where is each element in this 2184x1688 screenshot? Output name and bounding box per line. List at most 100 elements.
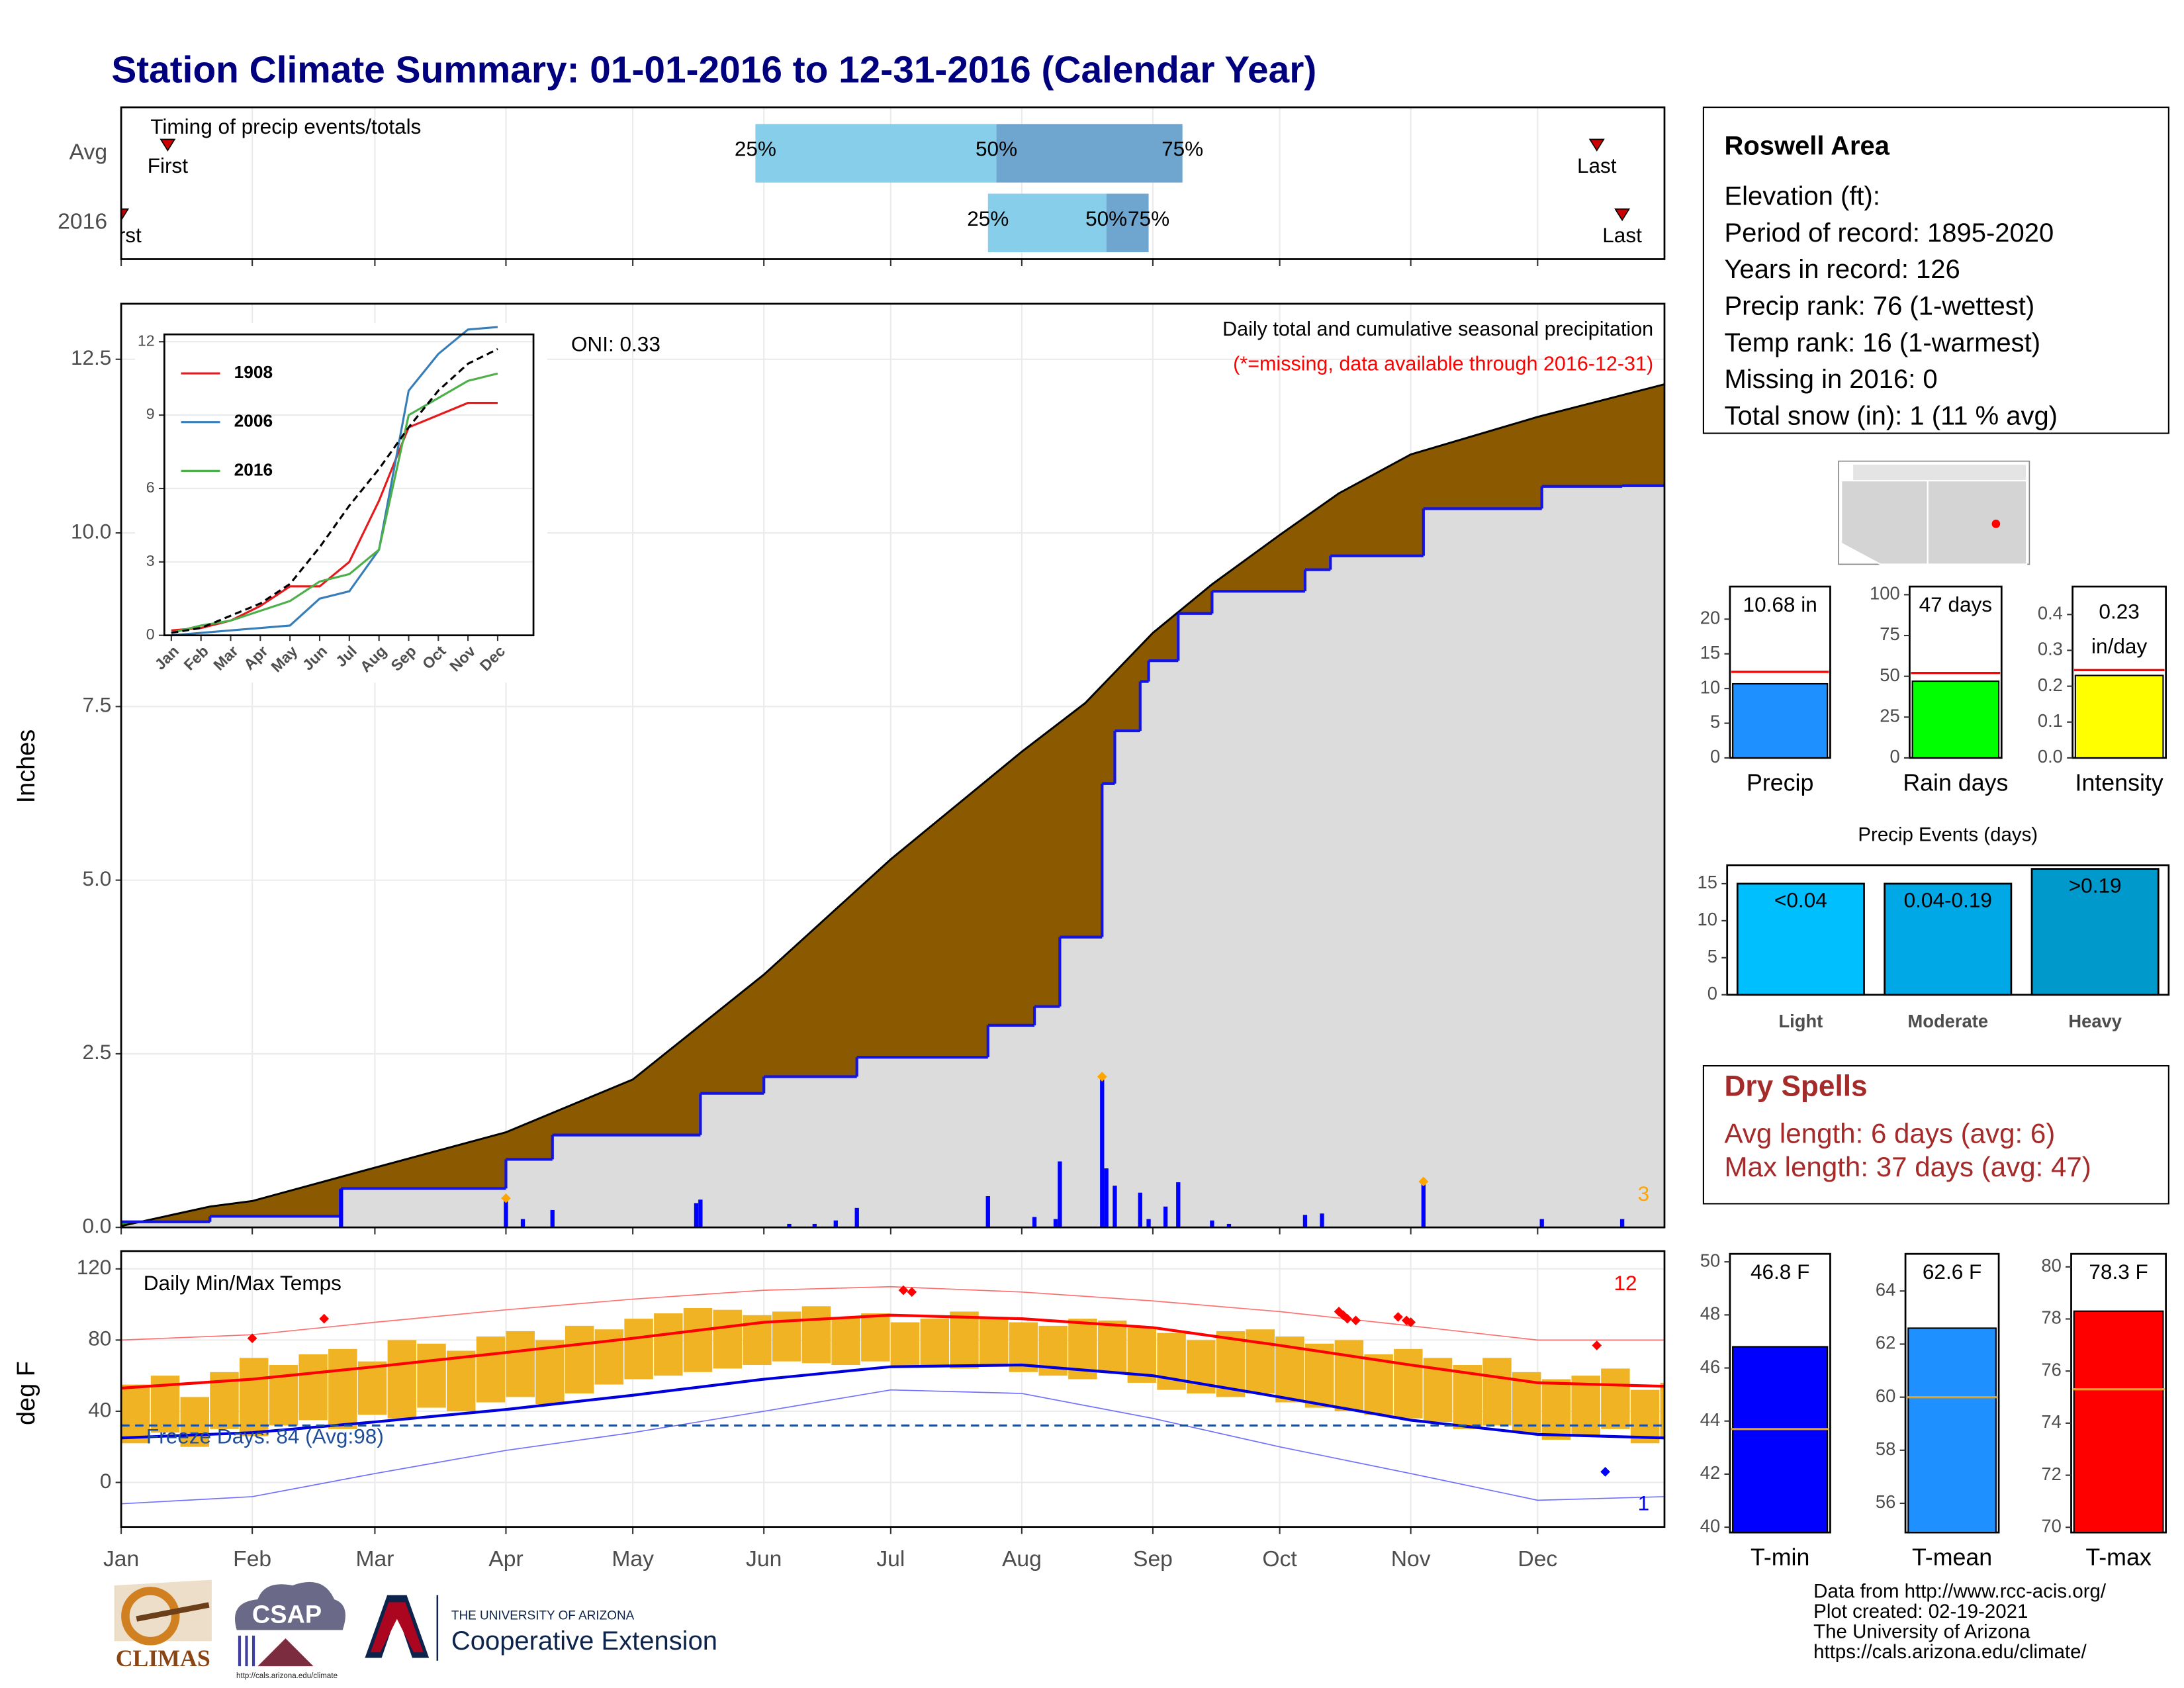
- daily-bar: [812, 1223, 817, 1228]
- value-label: 0.23: [2099, 599, 2139, 623]
- x-tick-label: Light: [1778, 1011, 1823, 1031]
- daily-bar: [1100, 1076, 1105, 1228]
- y-tick-label: 0: [1707, 983, 1717, 1004]
- record-marker: [1418, 1176, 1429, 1187]
- y-tick-label: 10: [1698, 909, 1717, 929]
- panel-frame: [120, 106, 1666, 260]
- gauge-label: T-mean: [1912, 1544, 1992, 1571]
- x-tick-label: Apr: [488, 1547, 523, 1571]
- gauge-bar: [1907, 1327, 1997, 1534]
- gauge-bar: [1911, 680, 2000, 759]
- y-tick-label: 15: [1700, 642, 1720, 663]
- event-label: Last: [1602, 223, 1642, 247]
- record-count: 1: [1638, 1491, 1650, 1515]
- record-marker: [907, 1287, 917, 1297]
- freeze-label: Freeze Days: 84 (Avg:98): [146, 1425, 384, 1448]
- daily-bar: [1146, 1219, 1151, 1228]
- y-axis-label: Inches: [13, 729, 40, 804]
- y-tick-label: 58: [1876, 1438, 1895, 1459]
- x-tick-label: Oct: [1262, 1547, 1297, 1571]
- temp-range-bar: [1304, 1343, 1334, 1408]
- y-tick-label: 12.5: [71, 346, 111, 369]
- climas-text: CLIMAS: [116, 1645, 210, 1671]
- value-label: 46.8 F: [1751, 1260, 1809, 1284]
- gauge-bar: [1732, 682, 1829, 759]
- daily-bar: [1176, 1182, 1181, 1228]
- value-label: 78.3 F: [2089, 1260, 2148, 1284]
- station-line: Period of record: 1895-2020: [1724, 218, 2054, 248]
- gauge-bar: [1732, 1346, 1829, 1534]
- series-line: [171, 326, 498, 637]
- x-tick-label: Aug: [1002, 1547, 1042, 1571]
- x-tick-label: Nov: [1391, 1547, 1431, 1571]
- temp-range-bar: [1394, 1348, 1423, 1419]
- y-tick-label: 72: [2041, 1464, 2061, 1484]
- record-marker: [1393, 1312, 1403, 1322]
- daily-bar: [1138, 1192, 1142, 1228]
- quartile-label: 75%: [1161, 137, 1203, 161]
- daily-bar: [1421, 1181, 1426, 1228]
- timeline-title: Timing of precip events/totals: [150, 115, 421, 138]
- daily-bar: [1226, 1223, 1232, 1228]
- x-tick-label: Jun: [746, 1547, 782, 1571]
- daily-bar: [985, 1196, 990, 1228]
- temp-range-bar: [535, 1340, 565, 1405]
- dry-spells-title: Dry Spells: [1724, 1070, 1867, 1102]
- y-tick-label: 56: [1876, 1491, 1895, 1512]
- series-line: [171, 372, 498, 634]
- temp-range-bar: [1630, 1389, 1660, 1444]
- temp-range-bar: [683, 1307, 713, 1372]
- extension-name: Cooperative Extension: [451, 1626, 717, 1656]
- temp-range-bar: [1364, 1354, 1393, 1415]
- dry-spells-line: Avg length: 6 days (avg: 6): [1724, 1117, 2055, 1149]
- y-tick-label: 80: [88, 1327, 111, 1350]
- y-tick-label: 44: [1700, 1409, 1720, 1430]
- y-tick-label: 10: [1700, 677, 1720, 697]
- y-tick-label: 0.3: [2038, 639, 2063, 659]
- y-tick-label: 0: [146, 626, 155, 643]
- credit-line: The University of Arizona: [1813, 1620, 2030, 1642]
- temp-range-bar: [1541, 1379, 1571, 1440]
- y-tick-label: 0: [1889, 746, 1899, 767]
- y-tick-label: 80: [2041, 1255, 2061, 1276]
- min-line: [121, 1363, 1664, 1440]
- max-line: [121, 1313, 1664, 1390]
- event-label: First: [101, 223, 142, 247]
- y-tick-label: 7.5: [83, 693, 112, 717]
- daily-bar: [1163, 1206, 1168, 1228]
- station-line: Elevation (ft):: [1724, 181, 1880, 211]
- panel-frame: [120, 303, 1666, 1229]
- x-tick-label: Sep: [1133, 1547, 1173, 1571]
- temp-range-bar: [861, 1313, 890, 1362]
- daily-bar: [787, 1223, 792, 1228]
- oni-annotation: ONI: 0.33: [571, 332, 660, 355]
- quartile-label: 25%: [735, 137, 776, 161]
- y-tick-label: 75: [1880, 624, 1899, 644]
- y-tick-label: 100: [1870, 583, 1900, 604]
- y-tick-label: 0.0: [83, 1214, 112, 1238]
- daily-bar: [854, 1207, 859, 1228]
- daily-bar: [1320, 1213, 1324, 1228]
- y-tick-label: 0: [100, 1469, 112, 1493]
- legend-label: 1908: [234, 362, 273, 382]
- y-tick-label: 74: [2041, 1411, 2061, 1432]
- x-tick-label: Moderate: [1907, 1011, 1988, 1031]
- y-tick-label: 50: [1700, 1250, 1720, 1270]
- daily-bar: [550, 1209, 555, 1228]
- temp-range-bar: [506, 1331, 535, 1397]
- y-tick-label: 76: [2041, 1359, 2061, 1380]
- bin-label: 0.04-0.19: [1904, 888, 1992, 912]
- locator-map: [1838, 460, 2030, 565]
- daily-bar: [520, 1219, 525, 1228]
- inset-panel: [164, 334, 534, 635]
- record-marker: [1351, 1315, 1361, 1326]
- y-tick-label: 0.2: [2038, 675, 2063, 695]
- temp-range-bar: [594, 1329, 624, 1385]
- gauge-bar: [2073, 1310, 2164, 1534]
- y-tick-label: 5: [1707, 946, 1717, 966]
- chart-title: Precip Events (days): [1858, 824, 2038, 846]
- temp-range-bar: [1097, 1320, 1127, 1372]
- csap-logo: CSAP http://cals.arizona.edu/climate: [234, 1581, 345, 1680]
